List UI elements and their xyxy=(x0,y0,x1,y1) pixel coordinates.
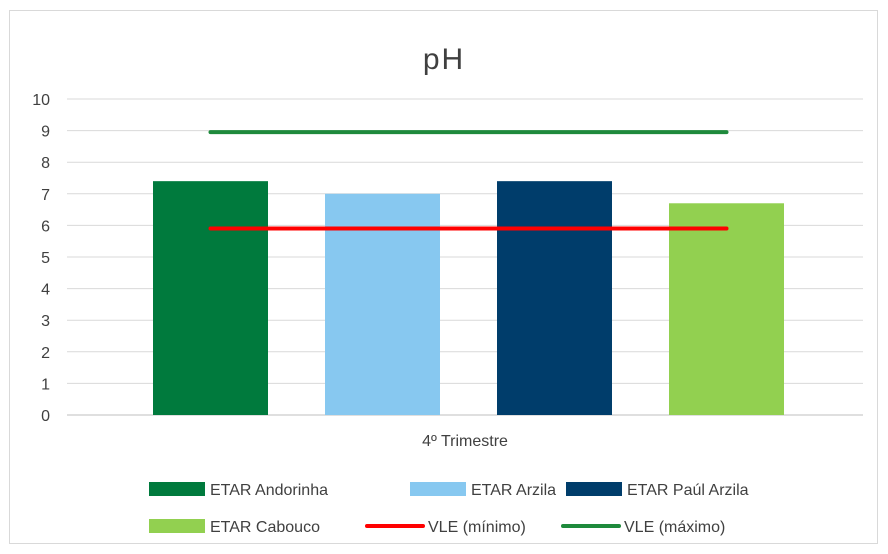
bar-etar-cabouco xyxy=(669,203,784,415)
y-tick-label: 3 xyxy=(41,313,50,330)
x-axis-category-labels: 4º Trimestre xyxy=(422,433,508,450)
legend-label: ETAR Arzila xyxy=(471,482,556,499)
bars xyxy=(153,181,784,415)
chart-frame: pH 0 1 2 3 4 5 6 7 8 9 10 4º Trimestre ETAR Andori… xyxy=(9,10,878,544)
y-tick-label: 7 xyxy=(41,187,50,204)
legend-label: ETAR Andorinha xyxy=(210,482,328,499)
legend-swatch xyxy=(149,482,205,496)
y-tick-label: 2 xyxy=(41,345,50,362)
legend-label: VLE (mínimo) xyxy=(428,519,526,536)
y-tick-label: 10 xyxy=(32,92,50,109)
chart-svg: pH 0 1 2 3 4 5 6 7 8 9 10 4º Trimestre ETAR Andori… xyxy=(32,43,863,536)
x-category-label: 4º Trimestre xyxy=(422,433,508,450)
reference-lines xyxy=(208,130,729,231)
legend-label: ETAR Cabouco xyxy=(210,519,320,536)
y-tick-label: 0 xyxy=(41,408,50,425)
legend: ETAR Andorinha ETAR Arzila ETAR Paúl Arzil… xyxy=(149,482,749,536)
legend-swatch xyxy=(149,519,205,533)
y-tick-label: 8 xyxy=(41,155,50,172)
y-axis-tick-labels: 0 1 2 3 4 5 6 7 8 9 10 xyxy=(32,92,50,425)
legend-item: ETAR Paúl Arzila xyxy=(566,482,749,499)
legend-item: ETAR Cabouco xyxy=(149,519,320,536)
y-tick-label: 4 xyxy=(41,282,50,299)
legend-swatch xyxy=(566,482,622,496)
legend-label: ETAR Paúl Arzila xyxy=(627,482,749,499)
y-tick-label: 5 xyxy=(41,250,50,267)
y-tick-label: 1 xyxy=(41,376,50,393)
bar-etar-pa-l-arzila xyxy=(497,181,612,415)
legend-item: ETAR Arzila xyxy=(410,482,556,499)
legend-item: VLE (mínimo) xyxy=(365,519,526,536)
y-tick-label: 6 xyxy=(41,218,50,235)
chart-title: pH xyxy=(423,43,465,76)
legend-item: ETAR Andorinha xyxy=(149,482,328,499)
bar-etar-arzila xyxy=(325,193,440,415)
y-tick-label: 9 xyxy=(41,124,50,141)
bar-etar-andorinha xyxy=(153,181,268,415)
legend-label: VLE (máximo) xyxy=(624,519,725,536)
legend-item: VLE (máximo) xyxy=(561,519,725,536)
legend-swatch xyxy=(410,482,466,496)
